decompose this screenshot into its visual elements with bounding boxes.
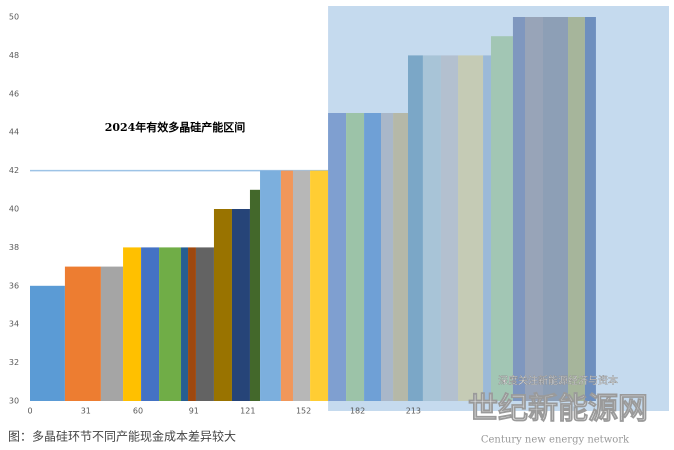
y-tick-label: 36 [9,281,19,290]
x-tick-label: 31 [81,407,91,416]
bar [30,285,65,401]
bar [181,247,189,401]
bar [159,247,182,401]
bar [213,209,232,401]
bar [141,247,160,401]
y-tick-label: 32 [9,358,19,367]
bar [364,113,381,401]
bar [100,266,124,401]
bar [584,17,596,401]
bar [64,266,101,401]
bar [188,247,196,401]
y-tick-label: 48 [9,51,19,60]
bar [512,17,525,401]
x-tick-label: 182 [350,407,365,416]
y-tick-label: 38 [9,243,19,252]
bar [280,170,293,401]
x-tick-label: 60 [133,407,143,416]
bar [346,113,365,401]
x-tick-label: 152 [296,407,311,416]
bar [292,170,311,401]
y-tick-label: 46 [9,89,19,98]
y-tick-label: 42 [9,166,19,175]
bar [440,55,459,402]
y-tick-label: 50 [9,13,19,22]
watermark-slogan: 深度关注新能源经济与资本 [498,374,618,387]
bar [568,17,585,401]
bar [195,247,214,401]
watermark-brand-en: Century new energy network [481,435,630,446]
bar [422,55,441,402]
y-tick-label: 44 [9,128,19,137]
bar [393,113,408,401]
bar [458,55,484,402]
bar [328,113,347,401]
bar [123,247,142,401]
bar [490,36,513,401]
x-tick-label: 91 [189,407,199,416]
watermark-brand: 世纪新能源网 [468,392,648,427]
caption: 图：多晶硅环节不同产能现金成本差异较大 [8,429,236,444]
bar [260,170,281,401]
bar [408,55,423,402]
y-tick-label: 30 [9,397,19,406]
x-tick-label: 0 [27,407,32,416]
y-tick-label: 40 [9,205,19,214]
bar [543,17,569,401]
bar [381,113,394,401]
x-tick-label: 121 [240,407,255,416]
x-tick-label: 213 [406,407,421,416]
bar [310,170,329,401]
y-tick-label: 34 [9,320,19,329]
bar [249,189,261,401]
chart-title: 2024年有效多晶硅产能区间 [105,120,246,134]
bar [231,209,250,401]
bar [525,17,543,401]
bar [483,55,491,402]
